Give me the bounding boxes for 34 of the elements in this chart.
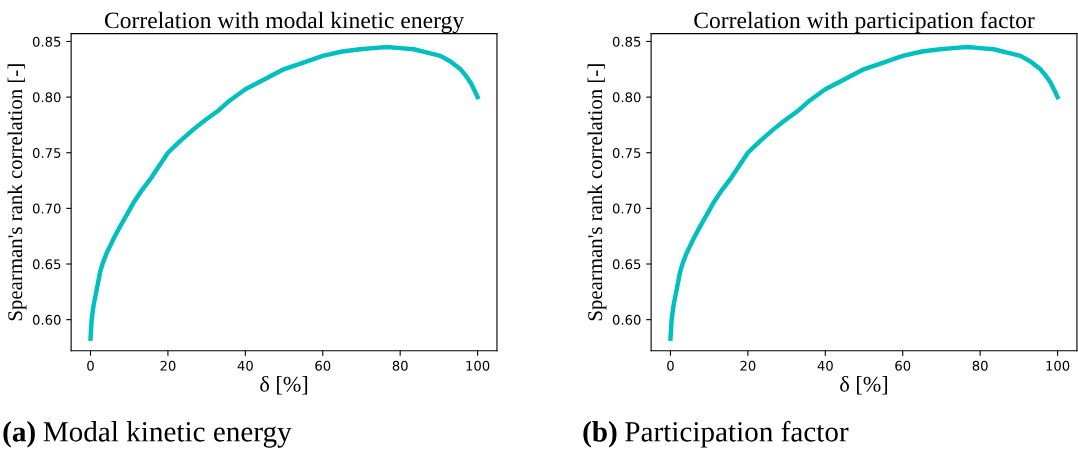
y-axis-title: Spearman's rank correlation [-] — [7, 64, 27, 321]
y-tick-label: 0.65 — [32, 259, 61, 270]
y-tick-label: 0.75 — [612, 147, 641, 158]
y-tick-label: 0.70 — [612, 203, 641, 214]
x-tick-label: 0 — [87, 360, 94, 371]
y-tick-label: 0.60 — [612, 314, 641, 325]
y-tick-label: 0.80 — [612, 92, 641, 103]
text: (a) Modal kinetic energy — [3, 421, 292, 448]
x-tick-label: 40 — [237, 360, 253, 371]
y-axis-title: Spearman's rank correlation [-] — [587, 64, 607, 321]
y-tick-label: 0.85 — [32, 36, 61, 47]
x-tick-label: 0 — [667, 360, 674, 371]
x-tick-label: 20 — [160, 360, 176, 371]
x-tick-label: 100 — [1046, 360, 1070, 371]
y-tick-label: 0.85 — [612, 36, 641, 47]
chart-title: Correlation with modal kinetic energy — [104, 11, 465, 34]
y-tick-label: 0.65 — [612, 259, 641, 270]
y-tick-label: 0.75 — [32, 147, 61, 158]
y-tick-label: 0.60 — [32, 314, 61, 325]
line-series — [88, 44, 480, 341]
chart-title: Correlation with participation factor — [694, 11, 1035, 34]
text: (b) Participation factor — [583, 420, 849, 448]
x-axis-title: δ [%] — [260, 375, 308, 395]
y-tick-label: 0.80 — [32, 92, 61, 103]
line-series — [668, 44, 1060, 341]
y-tick-label: 0.70 — [32, 203, 61, 214]
x-tick-label: 60 — [315, 360, 331, 371]
x-tick-label: 80 — [392, 360, 408, 371]
x-tick-label: 60 — [895, 360, 911, 371]
x-tick-label: 20 — [740, 360, 756, 371]
x-axis-title: δ [%] — [840, 375, 888, 395]
x-tick-label: 40 — [817, 360, 833, 371]
x-tick-label: 100 — [466, 360, 490, 371]
x-tick-label: 80 — [972, 360, 988, 371]
